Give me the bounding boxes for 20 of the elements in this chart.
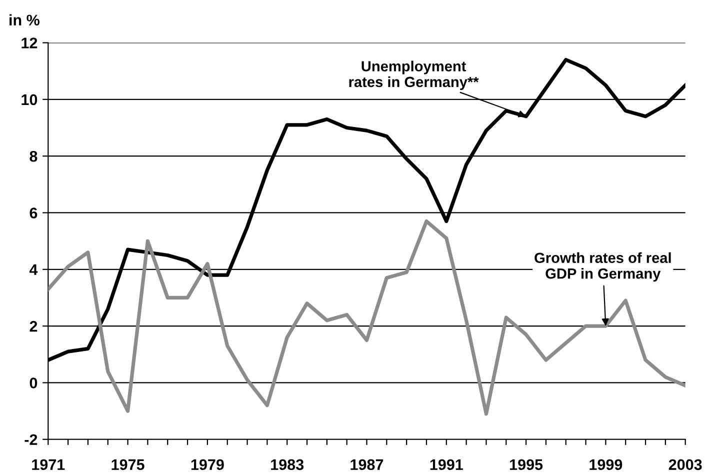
y-tick-label: 12 [22, 38, 38, 48]
x-tick-label: 1971 [32, 459, 65, 470]
y-tick-label: 4 [29, 264, 38, 275]
x-tick-label: 1995 [510, 459, 543, 470]
annotation: Growth rates of real GDP in Germany [534, 252, 671, 282]
x-tick-label: 1983 [271, 459, 304, 470]
y-tick-label: -2 [24, 434, 38, 445]
x-tick-label: 2003 [668, 459, 702, 470]
y-axis-title: in % [10, 14, 40, 26]
y-tick-label: 6 [30, 208, 38, 218]
y-tick-label: 10 [22, 94, 38, 106]
y-tick-label: 2 [30, 320, 38, 332]
x-tick-label: 1987 [350, 459, 384, 470]
y-tick-label: 0 [30, 378, 38, 388]
x-tick-label: 1991 [430, 459, 463, 470]
y-tick-label: 8 [30, 150, 38, 162]
x-tick-label: 1999 [590, 459, 622, 470]
annotation: Unemployment rates in Germany** [349, 60, 479, 90]
x-tick-label: 1979 [191, 459, 224, 470]
x-tick-label: 1975 [112, 459, 144, 470]
